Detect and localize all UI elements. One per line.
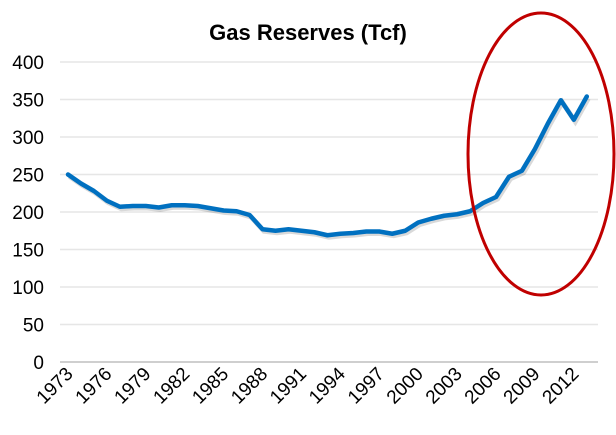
series-line-shadow (68, 97, 591, 240)
chart-title: Gas Reserves (Tcf) (209, 20, 407, 45)
y-tick-label: 400 (12, 53, 44, 74)
y-tick-label: 0 (33, 353, 44, 374)
highlight-ellipse (466, 11, 616, 297)
y-tick-label: 250 (12, 166, 44, 187)
x-tick-label: 1988 (227, 364, 272, 409)
y-tick-label: 350 (12, 91, 44, 112)
x-tick-label: 1991 (266, 364, 311, 409)
series-line (65, 94, 590, 238)
y-tick-label: 300 (12, 128, 44, 149)
x-tick-label: 1976 (72, 364, 117, 409)
x-tick-label: 1979 (111, 364, 156, 409)
x-tick-label: 2012 (539, 364, 584, 409)
x-tick-label: 2006 (461, 364, 506, 409)
x-tick-label: 1985 (188, 364, 233, 409)
y-tick-label: 200 (12, 203, 44, 224)
x-tick-label: 1994 (305, 363, 350, 408)
y-tick-label: 150 (12, 241, 44, 262)
x-tick-label: 1997 (344, 364, 389, 409)
y-tick-label: 50 (23, 316, 44, 337)
x-tick-label: 2009 (500, 364, 545, 409)
x-tick-label: 2003 (422, 364, 467, 409)
x-tick-label: 2000 (383, 364, 428, 409)
y-tick-label: 100 (12, 278, 44, 299)
x-tick-label: 1982 (150, 364, 195, 409)
